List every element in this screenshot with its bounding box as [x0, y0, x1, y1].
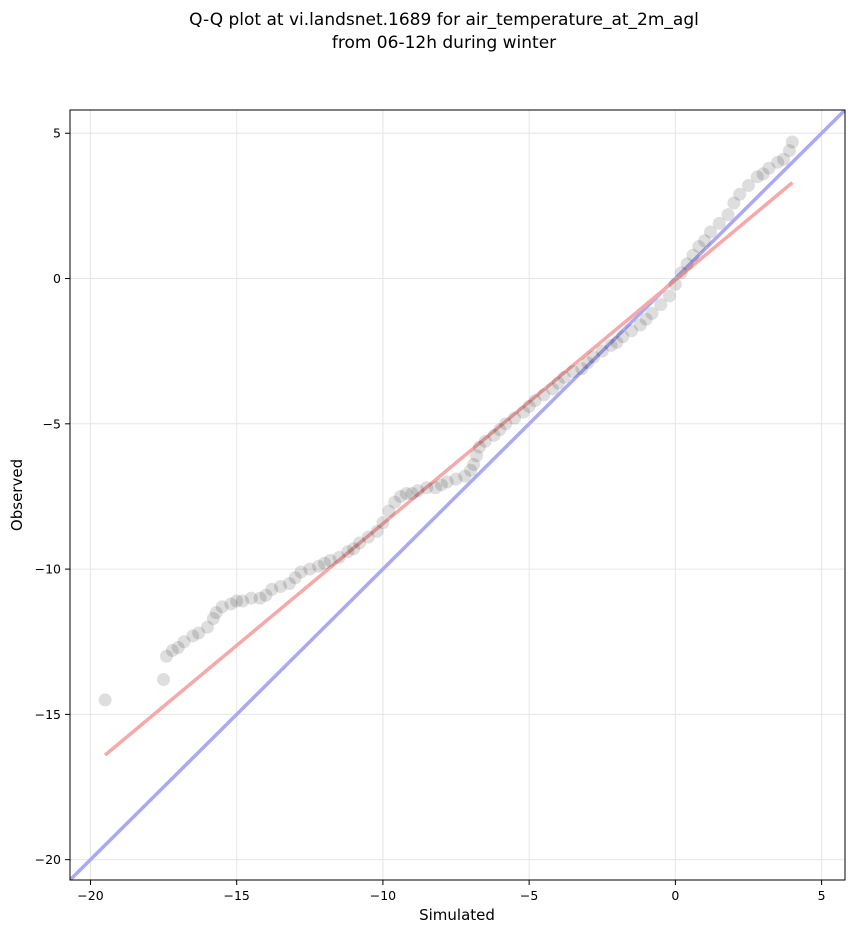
y-axis-ticks: −20 −15 −10 −5 0 5 [35, 126, 70, 867]
x-axis-label: Simulated [419, 906, 495, 924]
x-tick-label-5: 5 [818, 888, 826, 903]
reference-lines [70, 110, 845, 880]
y-tick-label-1: −15 [35, 707, 61, 722]
y-tick-label-3: −5 [43, 416, 61, 431]
qq-plot-figure: Q-Q plot at vi.landsnet.1689 for air_tem… [0, 0, 854, 934]
chart-title-line-1: Q-Q plot at vi.landsnet.1689 for air_tem… [189, 10, 699, 30]
y-tick-label-5: 5 [53, 126, 61, 141]
y-tick-label-0: −20 [35, 852, 61, 867]
quantile-point-76 [669, 278, 682, 291]
chart-title-line-2: from 06-12h during winter [332, 33, 556, 53]
quantile-point-75 [663, 289, 676, 302]
y-axis-label: Observed [8, 459, 26, 531]
x-tick-label-3: −5 [520, 888, 538, 903]
x-tick-label-4: 0 [671, 888, 679, 903]
quantile-points [99, 135, 799, 706]
x-axis-ticks: −20 −15 −10 −5 0 5 [77, 880, 825, 903]
quantile-point-94 [786, 135, 799, 148]
identity-reference-line [70, 110, 845, 880]
x-tick-label-1: −15 [224, 888, 250, 903]
qq-plot-chart: Q-Q plot at vi.landsnet.1689 for air_tem… [0, 0, 854, 934]
quantile-point-1 [157, 673, 170, 686]
y-tick-label-2: −10 [35, 562, 61, 577]
quantile-point-84 [722, 208, 735, 221]
quantile-point-0 [99, 693, 112, 706]
x-tick-label-2: −10 [370, 888, 396, 903]
quantile-point-33 [376, 516, 389, 529]
x-tick-label-0: −20 [77, 888, 103, 903]
y-tick-label-4: 0 [53, 271, 61, 286]
